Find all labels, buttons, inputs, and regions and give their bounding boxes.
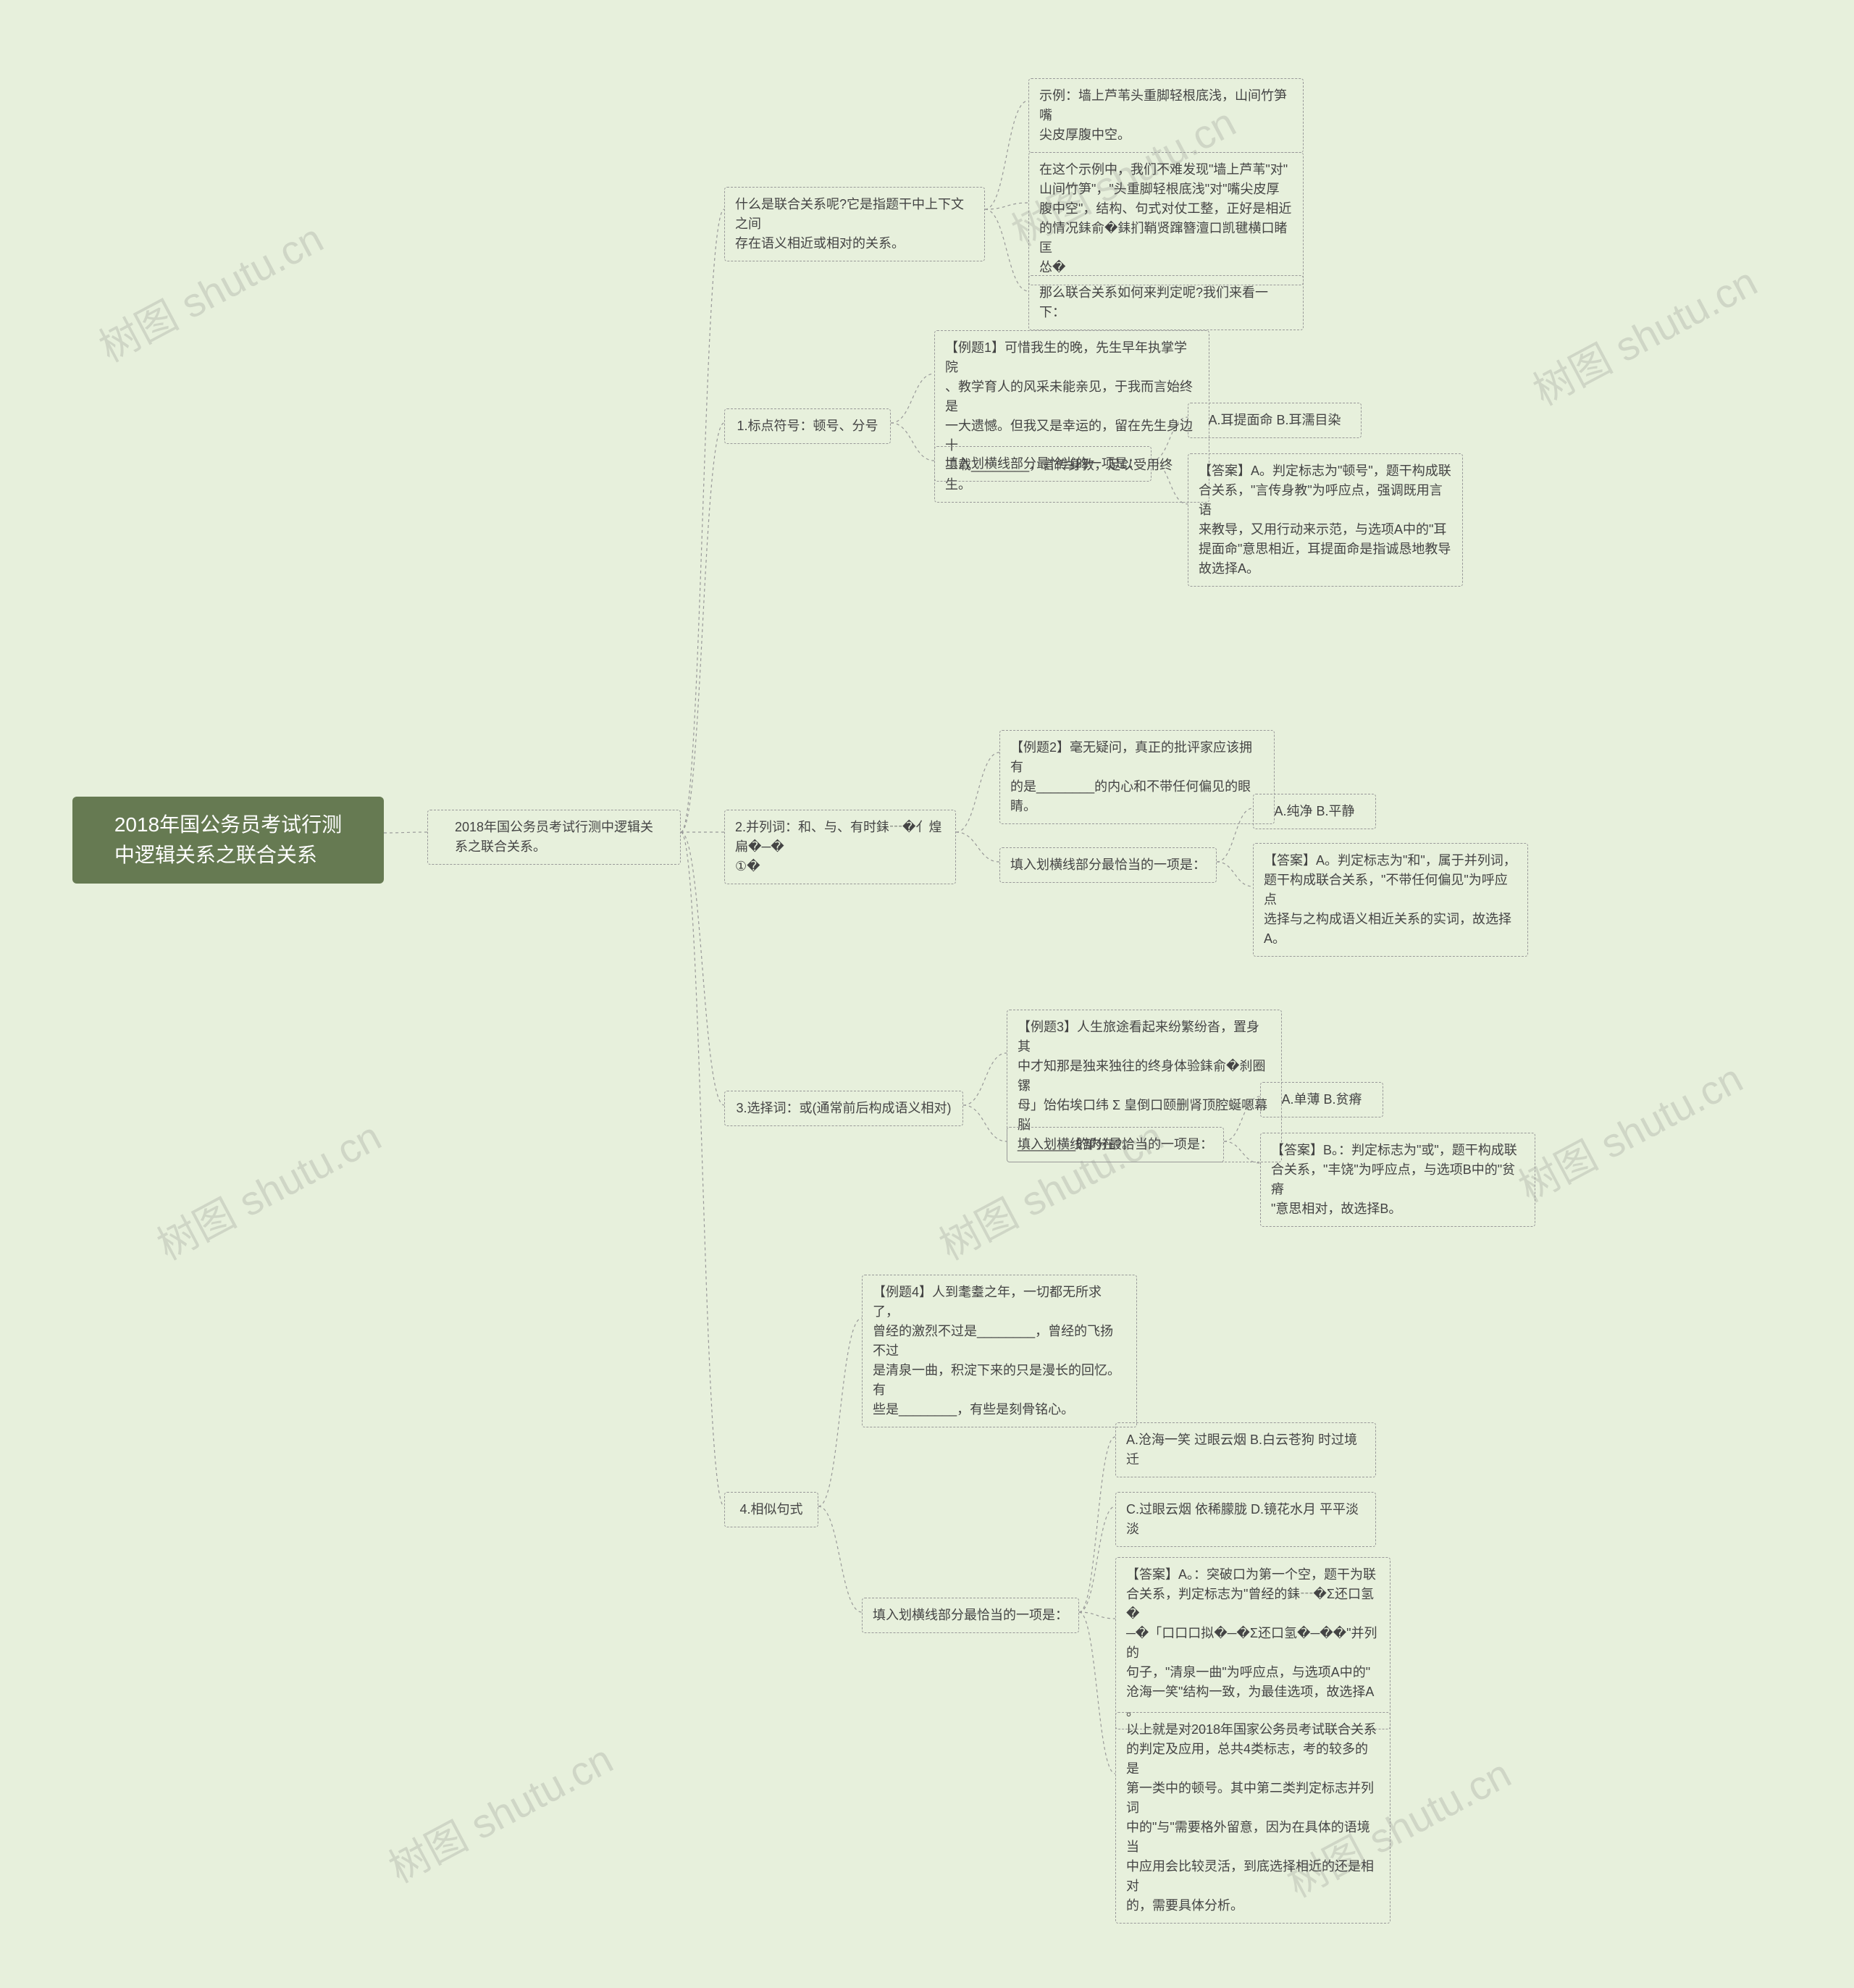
branch-node: 4.相似句式 <box>724 1492 818 1527</box>
leaf-node: 【例题2】毫无疑问，真正的批评家应该拥有的是________的内心和不带任何偏见… <box>999 730 1275 824</box>
watermark: 树图 shutu.cn <box>146 1104 390 1272</box>
root-node: 2018年国公务员考试行测中逻辑关系之联合关系 <box>72 797 384 884</box>
branch-node: 3.选择词：或(通常前后构成语义相对) <box>724 1091 963 1126</box>
leaf-node: 在这个示例中，我们不难发现"墙上芦苇"对"山间竹笋"，"头重脚轻根底浅"对"嘴尖… <box>1028 152 1304 285</box>
leaf-node: 示例：墙上芦苇头重脚轻根底浅，山间竹笋嘴尖皮厚腹中空。 <box>1028 78 1304 153</box>
leaf-node: C.过眼云烟 依稀朦胧 D.镜花水月 平平淡淡 <box>1115 1492 1376 1547</box>
watermark: 树图 shutu.cn <box>88 206 332 374</box>
watermark: 树图 shutu.cn <box>1522 250 1766 417</box>
edge-layer <box>0 0 1854 1988</box>
branch-node: 什么是联合关系呢?它是指题干中上下文之间存在语义相近或相对的关系。 <box>724 187 985 261</box>
leaf-node: 【例题4】人到耄耋之年，一切都无所求了，曾经的激烈不过是________，曾经的… <box>862 1275 1137 1427</box>
leaf-node: A.沧海一笑 过眼云烟 B.白云苍狗 时过境迁 <box>1115 1422 1376 1477</box>
branch-node: 2018年国公务员考试行测中逻辑关系之联合关系。 <box>427 810 681 865</box>
leaf-node: 以上就是对2018年国家公务员考试联合关系的判定及应用，总共4类标志，考的较多的… <box>1115 1712 1390 1924</box>
leaf-node: 填入划横线部分最恰当的一项是： <box>1007 1127 1224 1162</box>
leaf-node: 填入划横线部分最恰当的一项是： <box>934 446 1152 482</box>
leaf-node: 【答案】B。：判定标志为"或"，题干构成联合关系，"丰饶"为呼应点，与选项B中的… <box>1260 1133 1535 1227</box>
watermark: 树图 shutu.cn <box>1507 1047 1752 1214</box>
branch-node: 2.并列词：和、与、有时銇┄�亻煌扁�─�①� <box>724 810 956 884</box>
leaf-node: 填入划横线部分最恰当的一项是： <box>999 847 1217 883</box>
leaf-node: A.单薄 B.贫瘠 <box>1260 1082 1383 1117</box>
branch-node: 1.标点符号：顿号、分号 <box>724 408 891 444</box>
mindmap-canvas: 树图 shutu.cn 树图 shutu.cn 树图 shutu.cn 树图 shut… <box>0 0 1854 1988</box>
leaf-node: A.纯净 B.平静 <box>1253 794 1376 829</box>
leaf-node: A.耳提面命 B.耳濡目染 <box>1188 403 1362 438</box>
leaf-node: 【答案】A。判定标志为"顿号"，题干构成联合关系，"言传身教"为呼应点，强调既用… <box>1188 453 1463 587</box>
leaf-node: 【答案】A。：突破口为第一个空，题干为联合关系，判定标志为"曾经的銇┄�Σ还口氢… <box>1115 1557 1390 1729</box>
leaf-node: 【答案】A。判定标志为"和"，属于并列词，题干构成联合关系，"不带任何偏见"为呼… <box>1253 843 1528 957</box>
watermark: 树图 shutu.cn <box>377 1727 622 1895</box>
leaf-node: 那么联合关系如何来判定呢?我们来看一下： <box>1028 275 1304 330</box>
leaf-node: 填入划横线部分最恰当的一项是： <box>862 1598 1079 1633</box>
